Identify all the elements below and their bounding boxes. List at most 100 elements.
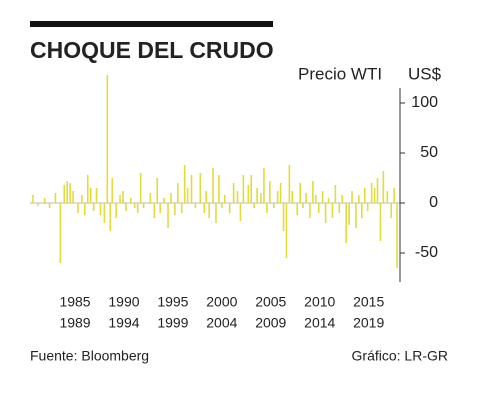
bar bbox=[54, 193, 57, 203]
bar bbox=[95, 188, 98, 203]
bar bbox=[288, 165, 291, 203]
bar bbox=[221, 203, 223, 208]
bar bbox=[133, 203, 136, 208]
bar bbox=[142, 203, 145, 208]
bar bbox=[208, 203, 210, 218]
bar bbox=[63, 185, 66, 203]
bar bbox=[136, 203, 139, 213]
bar bbox=[266, 203, 268, 213]
bar bbox=[324, 203, 327, 223]
bar bbox=[386, 191, 389, 203]
bar bbox=[279, 183, 282, 203]
bar bbox=[212, 168, 214, 203]
bar bbox=[272, 203, 275, 208]
x-tick-sublabel: 2004 bbox=[206, 315, 237, 331]
bar bbox=[302, 203, 304, 208]
bar bbox=[177, 183, 179, 203]
bar bbox=[228, 203, 231, 213]
bar bbox=[260, 193, 262, 203]
bar bbox=[218, 175, 220, 203]
bar bbox=[296, 203, 299, 215]
bar bbox=[370, 183, 373, 203]
x-tick-label: 1990 bbox=[108, 294, 139, 310]
x-tick-label: 1995 bbox=[157, 294, 188, 310]
bar bbox=[203, 203, 206, 213]
bar bbox=[99, 203, 102, 215]
y-tick-label: 100 bbox=[411, 94, 438, 111]
bar bbox=[269, 181, 271, 203]
chart-title: CHOQUE DEL CRUDO bbox=[30, 37, 274, 63]
bar bbox=[247, 185, 250, 203]
bar bbox=[315, 195, 317, 203]
bar bbox=[89, 188, 92, 203]
bar bbox=[109, 203, 112, 231]
bar bbox=[194, 203, 197, 208]
bar bbox=[159, 203, 161, 213]
bar bbox=[263, 168, 265, 203]
y-tick-label: 0 bbox=[429, 194, 438, 211]
x-tick-sublabel: 1994 bbox=[108, 315, 139, 331]
bar bbox=[103, 203, 106, 223]
bar bbox=[256, 188, 258, 203]
x-tick-sublabel: 2009 bbox=[255, 315, 286, 331]
bar bbox=[321, 191, 324, 203]
bar bbox=[119, 195, 121, 203]
bar bbox=[291, 191, 294, 203]
bar bbox=[106, 75, 109, 203]
x-tick-label: 2005 bbox=[255, 294, 286, 310]
bar bbox=[156, 178, 159, 203]
bar bbox=[361, 203, 363, 218]
bar bbox=[338, 203, 341, 213]
bar bbox=[77, 203, 79, 213]
x-tick-sublabel: 1999 bbox=[157, 315, 188, 331]
bar bbox=[299, 183, 301, 203]
chart-subtitle: Precio WTI bbox=[298, 64, 382, 83]
header-rule bbox=[30, 21, 273, 27]
bar bbox=[59, 203, 62, 263]
bar bbox=[276, 191, 279, 203]
bar bbox=[167, 203, 169, 228]
bar bbox=[393, 188, 395, 203]
bar bbox=[312, 181, 314, 203]
bar bbox=[341, 195, 344, 203]
bar bbox=[66, 181, 68, 203]
bar bbox=[149, 193, 152, 203]
bar bbox=[363, 188, 366, 203]
bar bbox=[334, 185, 337, 203]
credit: Gráfico: LR-GR bbox=[352, 348, 448, 364]
bar bbox=[139, 173, 142, 203]
bar bbox=[223, 195, 226, 203]
bar bbox=[309, 203, 311, 218]
bar bbox=[239, 203, 242, 221]
y-unit: US$ bbox=[408, 64, 442, 83]
bar bbox=[186, 188, 189, 203]
bar bbox=[348, 203, 350, 225]
bar bbox=[382, 171, 385, 203]
bar bbox=[390, 203, 392, 218]
bar bbox=[205, 191, 207, 203]
bar bbox=[86, 175, 89, 203]
bar bbox=[396, 203, 398, 268]
bar bbox=[125, 203, 127, 211]
bar bbox=[305, 193, 307, 203]
bar bbox=[163, 198, 165, 203]
bar bbox=[183, 165, 186, 203]
source: Fuente: Bloomberg bbox=[30, 348, 149, 364]
bar bbox=[327, 198, 330, 203]
x-tick-sublabel: 2019 bbox=[353, 315, 384, 331]
bar bbox=[180, 203, 183, 213]
bar bbox=[215, 203, 217, 223]
bar bbox=[376, 178, 379, 203]
bar bbox=[232, 183, 235, 203]
bar bbox=[84, 203, 86, 215]
y-tick-label: 50 bbox=[420, 144, 438, 161]
bar bbox=[115, 203, 117, 218]
bar bbox=[331, 203, 334, 218]
bar bbox=[282, 203, 285, 231]
bar bbox=[317, 203, 320, 213]
bar bbox=[250, 175, 253, 203]
bar bbox=[32, 195, 34, 203]
bar bbox=[130, 198, 132, 203]
bar bbox=[242, 175, 245, 203]
